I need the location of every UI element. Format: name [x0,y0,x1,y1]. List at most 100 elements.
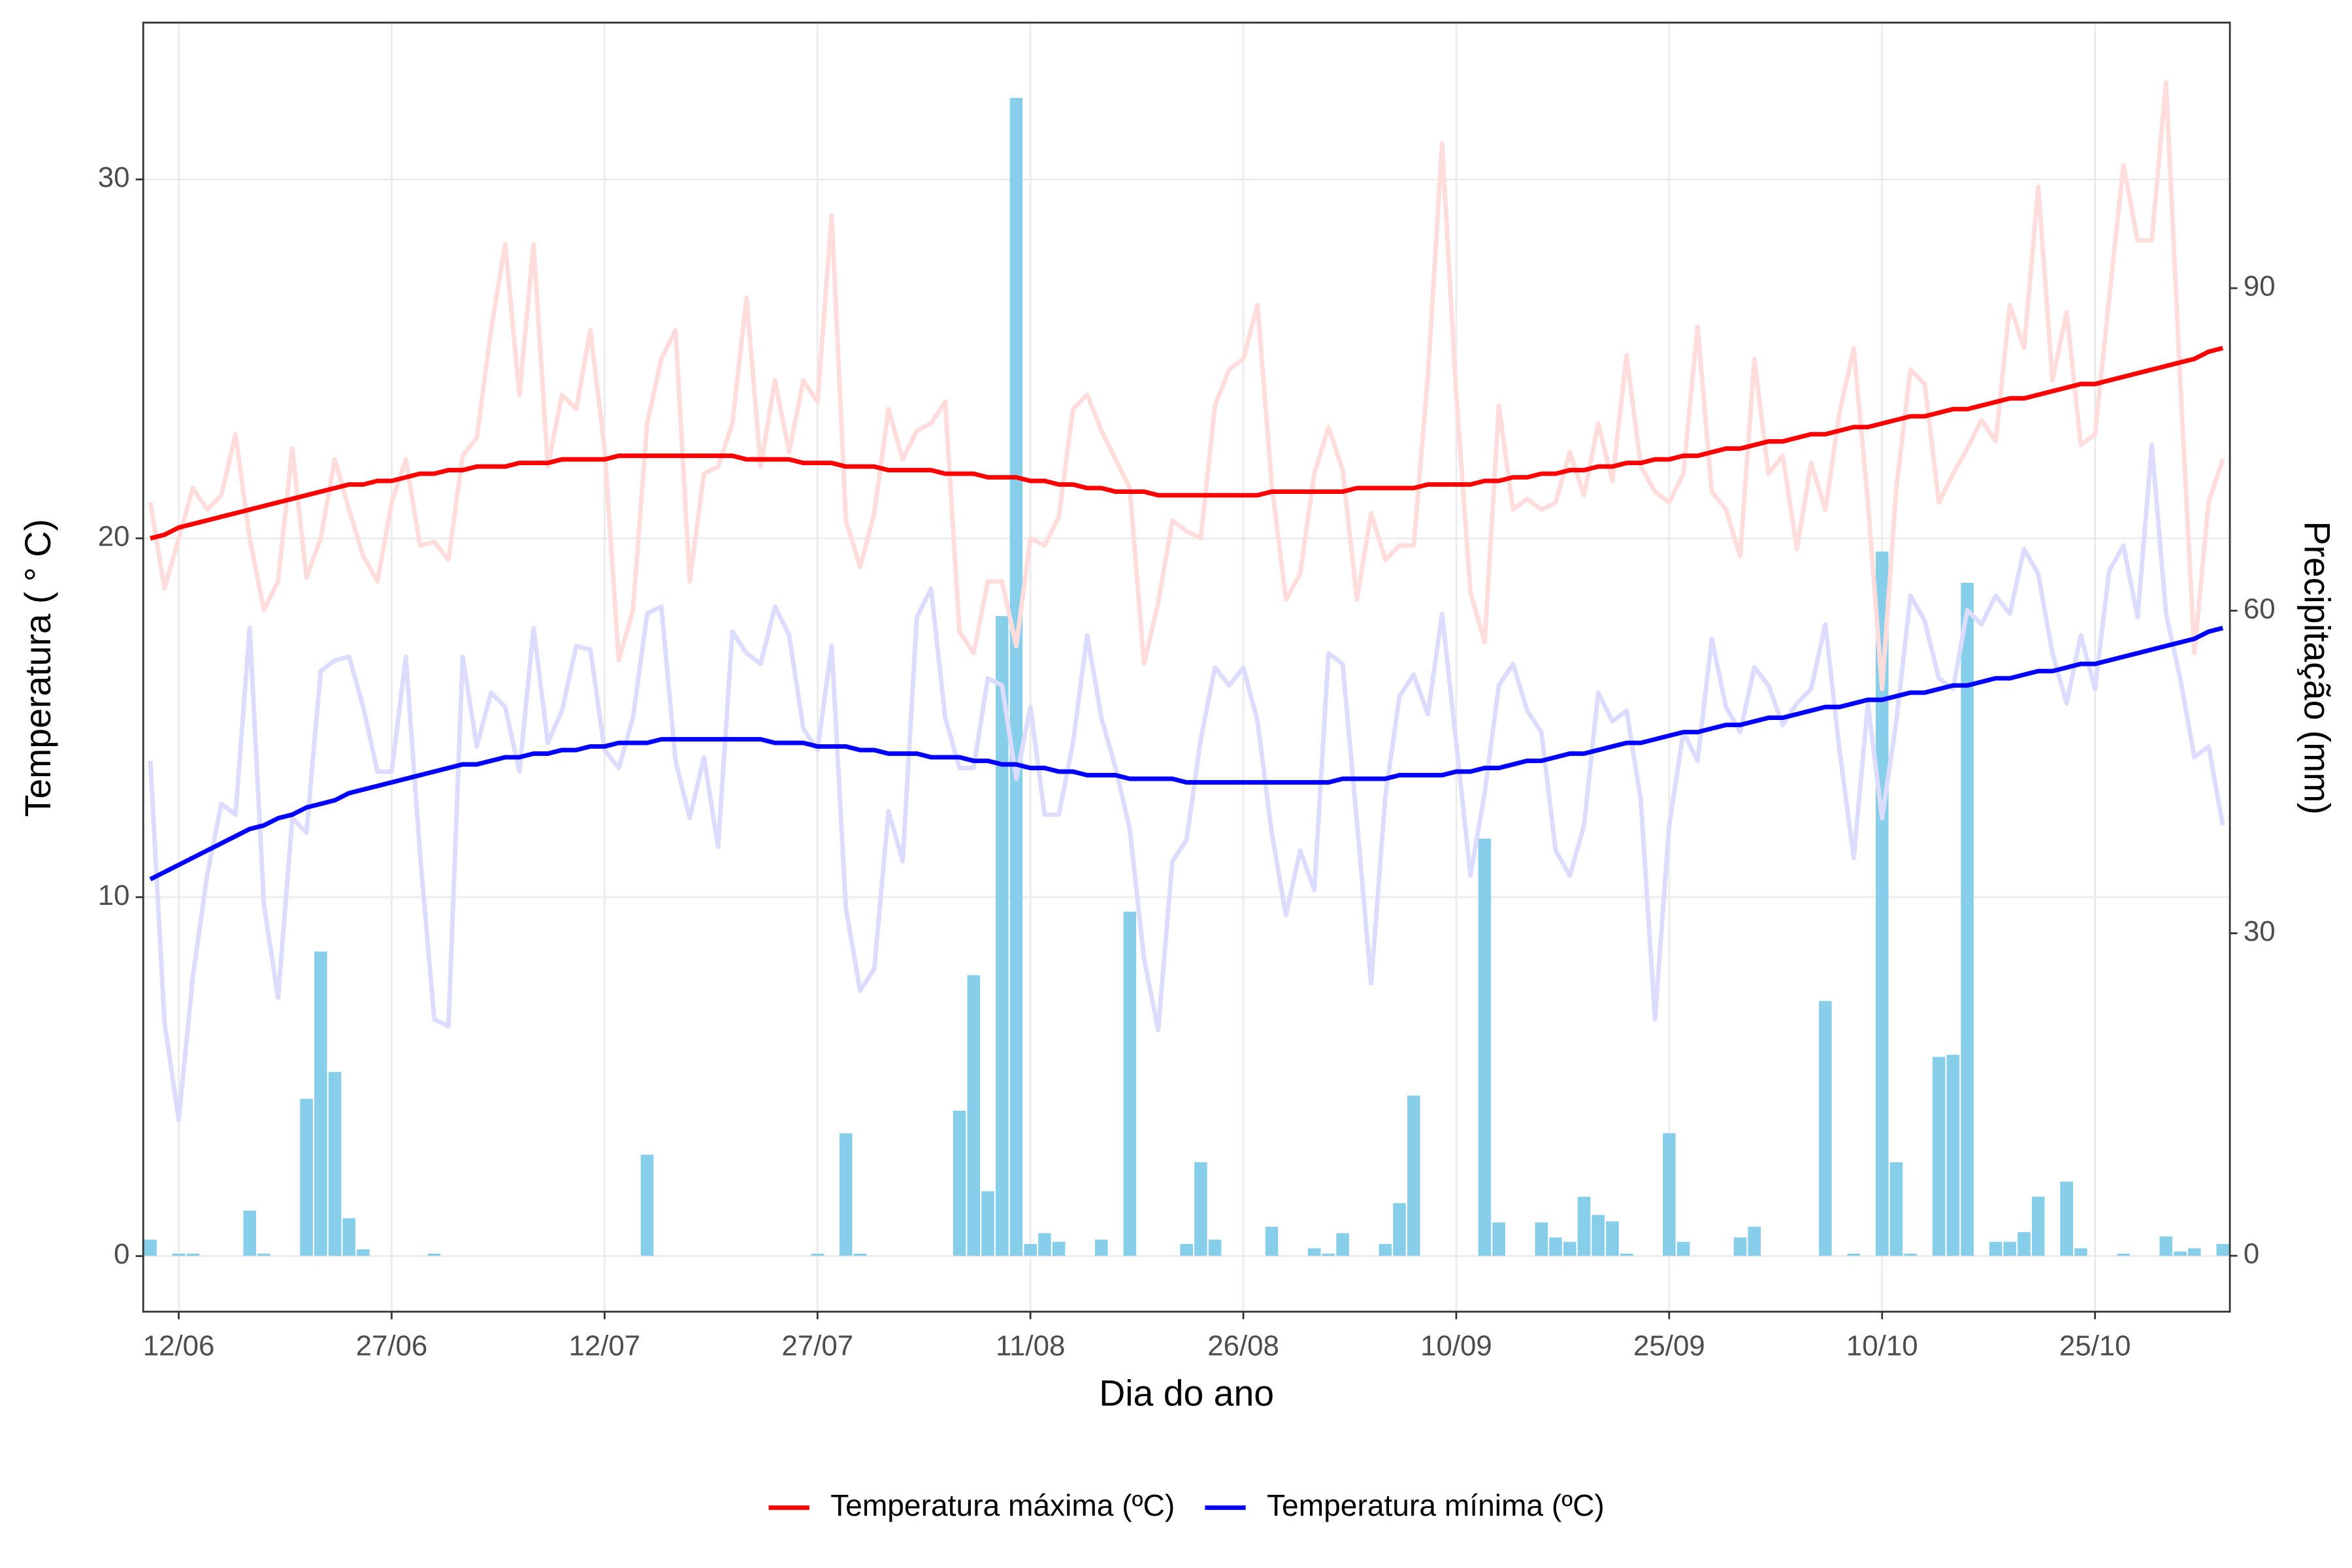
bar [1606,1221,1619,1256]
legend-item: Temperatura mínima (ºC) [1205,1488,1605,1522]
y2-tick-label: 60 [2244,593,2276,625]
bar [981,1191,994,1256]
bar [2017,1232,2031,1256]
bar [811,1253,825,1256]
bar [1194,1162,1207,1256]
bar [144,1239,157,1256]
bar [1052,1241,1066,1256]
bar [1676,1241,1690,1256]
x-tick-label: 12/07 [569,1330,641,1362]
bar [357,1249,370,1256]
bar [1208,1239,1222,1256]
raw-line [148,80,2225,692]
bar [1492,1222,1505,1256]
y-tick-label: 20 [98,521,130,553]
bar [1748,1226,1761,1256]
panel-border [142,22,2231,1313]
bar [2060,1181,2073,1256]
bar [953,1110,966,1256]
bar [967,975,981,1256]
bar [995,615,1009,1256]
y2-axis-title: Precipitação (mm) [2297,521,2338,815]
bar [1549,1237,1562,1256]
bar [1322,1253,1335,1256]
bar [2159,1236,2173,1256]
bar [853,1253,867,1256]
bar [342,1218,356,1256]
y-tick-label: 30 [98,161,130,193]
bar [2174,1251,2187,1256]
legend-item: Temperatura máxima (ºC) [768,1488,1175,1522]
legend-label: Temperatura máxima (ºC) [830,1488,1175,1522]
bar [314,951,327,1256]
bar [640,1154,654,1256]
bar [1946,1054,1960,1256]
bar [328,1071,342,1256]
bar [1932,1056,1946,1256]
x-tick-label: 12/06 [143,1330,215,1362]
x-axis-title: Dia do ano [1099,1373,1274,1414]
bar [243,1211,256,1256]
bar [1577,1196,1591,1256]
x-tick-label: 11/08 [996,1330,1065,1362]
bar [2117,1253,2130,1256]
x-tick-label: 27/07 [781,1330,853,1362]
bar [1407,1095,1420,1256]
raw-line [148,442,2225,1122]
bar [2003,1241,2017,1256]
bar [2074,1248,2087,1256]
smooth-line [150,346,2224,541]
bar [1009,97,1023,1256]
bar [839,1133,853,1256]
bar [1663,1133,1676,1256]
y-tick-label: 10 [98,879,130,911]
bar [1889,1162,1903,1256]
bar [1535,1222,1548,1256]
x-tick-label: 10/10 [1846,1330,1918,1362]
x-tick-label: 27/06 [356,1330,428,1362]
bar [1336,1233,1349,1256]
bar [1819,1001,1832,1256]
bar [1123,911,1137,1256]
lines [148,80,2225,1122]
legend-label: Temperatura mínima (ºC) [1267,1488,1605,1522]
y2-tick-label: 30 [2244,915,2276,947]
bar [186,1253,200,1256]
y2-tick-label: 90 [2244,270,2276,302]
bar [1265,1226,1279,1256]
axes: 0 10 20 30 0 30 60 90 12/06 27/06 12/07 27/07 11/08 2… [98,161,2276,1362]
bar [1961,582,1974,1256]
legend: Temperatura máxima (ºC) Temperatura mínim… [768,1488,1605,1522]
bar [427,1253,441,1256]
bar [1180,1244,1193,1256]
x-tick-label: 10/09 [1420,1330,1492,1362]
x-tick-label: 26/08 [1207,1330,1279,1362]
smooth-line [149,625,2224,881]
bar [257,1253,270,1256]
bar [1904,1253,1917,1256]
bar [1592,1215,1605,1256]
x-tick-label: 25/10 [2059,1330,2131,1362]
bar [1038,1233,1051,1256]
y-tick-label: 0 [114,1238,129,1270]
bar [1563,1241,1576,1256]
bar [1393,1203,1406,1256]
bar [172,1253,186,1256]
bar [1095,1239,1108,1256]
bar [1024,1244,1037,1256]
bar [2187,1248,2201,1256]
bar [2031,1196,2045,1256]
bars [144,97,2229,1256]
bar [1307,1248,1321,1256]
bar [300,1098,313,1256]
bar [1989,1241,2002,1256]
x-tick-label: 25/09 [1633,1330,1705,1362]
bar [1875,551,1889,1256]
y2-tick-label: 0 [2244,1238,2259,1270]
bar [1379,1244,1392,1256]
bar [1847,1253,1861,1256]
bar [1478,838,1492,1256]
y-axis-title: Temperatura ( ° C) [18,519,58,817]
